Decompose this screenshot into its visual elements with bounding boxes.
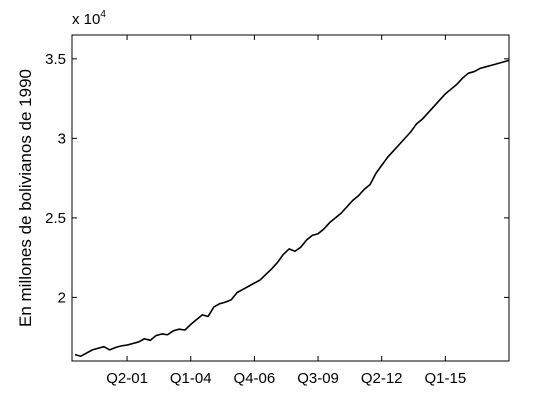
y-tick-label: 2 (58, 289, 66, 306)
x-tick-label: Q2-01 (106, 370, 148, 387)
y-axis-ticks: 2 2.5 3 3.5 (45, 51, 509, 306)
x-axis-ticks: Q2-01 Q1-04 Q4-06 Q3-09 Q2-12 Q1-15 (106, 35, 466, 387)
plot-area (71, 34, 510, 362)
x-tick-label: Q1-04 (170, 370, 212, 387)
x-tick-label: Q4-06 (234, 370, 276, 387)
x-tick-label: Q2-12 (361, 370, 403, 387)
x-tick-label: Q3-09 (297, 370, 339, 387)
y-tick-label: 3.5 (45, 51, 66, 68)
y-axis-label: En millones de bolivianos de 1990 (16, 69, 35, 327)
y-multiplier-exponent: 4 (100, 9, 106, 20)
x-tick-label: Q1-15 (424, 370, 466, 387)
y-tick-label: 3 (58, 130, 66, 147)
y-tick-label: 2.5 (45, 210, 66, 227)
series-line (74, 59, 510, 358)
y-multiplier-label: x 104 (72, 9, 106, 28)
